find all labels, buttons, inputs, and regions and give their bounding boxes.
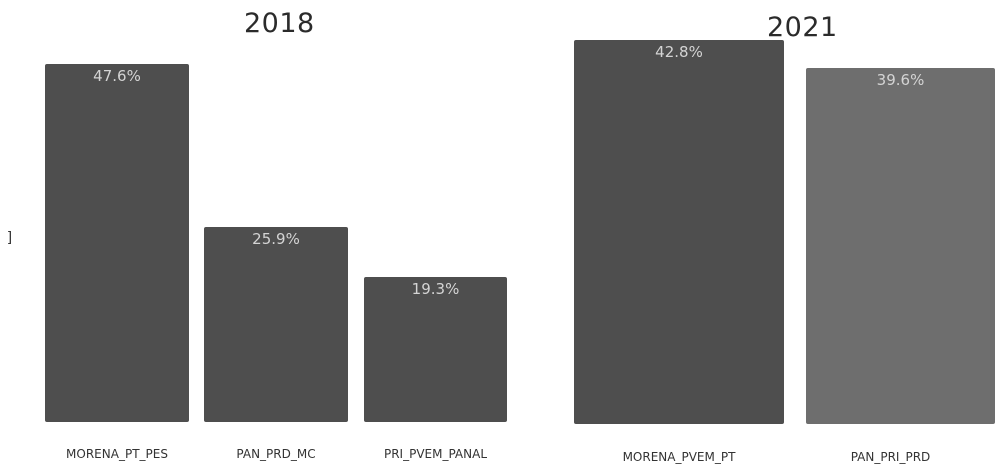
bar-2021-1 bbox=[574, 40, 784, 424]
data-label-2018-1: 47.6% bbox=[93, 67, 141, 85]
bar-2021-2 bbox=[806, 68, 995, 424]
chart-title-2021: 2021 bbox=[767, 12, 838, 43]
data-label-2018-3: 19.3% bbox=[411, 280, 460, 298]
category-label-2021-2: PAN_PRI_PRD bbox=[850, 450, 931, 464]
category-label-2018-3: PRI_PVEM_PANAL bbox=[383, 447, 488, 461]
bar-2018-1 bbox=[45, 64, 189, 422]
axis-edge-fragment: ] bbox=[8, 228, 12, 244]
data-label-2018-2: 25.9% bbox=[252, 230, 300, 248]
category-label-2018-1: MORENA_PT_PES bbox=[66, 447, 168, 461]
category-label-2018-2: PAN_PRD_MC bbox=[236, 447, 316, 461]
chart-title-2018: 2018 bbox=[244, 8, 315, 39]
category-label-2021-1: MORENA_PVEM_PT bbox=[622, 450, 736, 464]
data-label-2021-1: 42.8% bbox=[655, 43, 703, 61]
bar-2018-2 bbox=[204, 227, 348, 422]
bar-2018-3 bbox=[364, 277, 507, 422]
data-label-2021-2: 39.6% bbox=[876, 71, 925, 89]
